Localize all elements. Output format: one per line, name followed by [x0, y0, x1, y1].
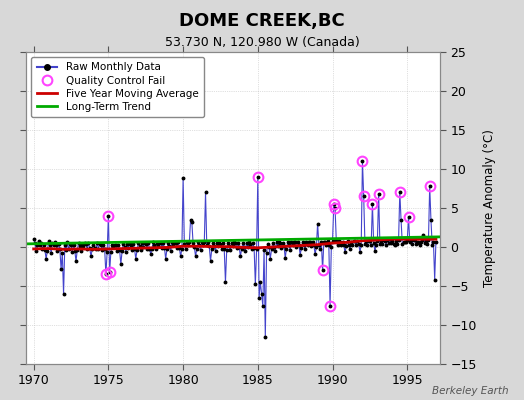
Text: Berkeley Earth: Berkeley Earth [432, 386, 508, 396]
Text: 53.730 N, 120.980 W (Canada): 53.730 N, 120.980 W (Canada) [165, 36, 359, 49]
Y-axis label: Temperature Anomaly (°C): Temperature Anomaly (°C) [483, 129, 496, 287]
Legend: Raw Monthly Data, Quality Control Fail, Five Year Moving Average, Long-Term Tren: Raw Monthly Data, Quality Control Fail, … [31, 57, 204, 117]
Text: DOME CREEK,BC: DOME CREEK,BC [179, 12, 345, 30]
